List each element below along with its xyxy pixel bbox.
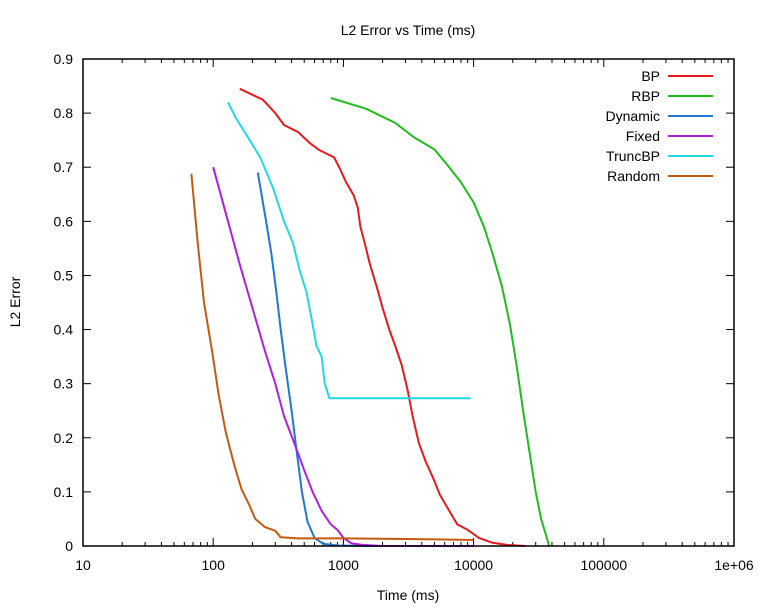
- legend-label: TruncBP: [606, 148, 660, 164]
- series-line-fixed: [212, 166, 474, 547]
- x-axis-label: Time (ms): [377, 587, 439, 603]
- y-tick-label: 0.3: [54, 376, 74, 392]
- series-line-rbp: [330, 97, 551, 547]
- x-tick-label: 10: [75, 557, 91, 573]
- y-tick-label: 0.2: [54, 430, 74, 446]
- legend-label: Random: [607, 168, 660, 184]
- y-tick-label: 0.5: [54, 267, 74, 283]
- legend: BP RBP Dynamic Fixed TruncBP Random: [606, 68, 713, 184]
- series-line-truncbp: [227, 101, 471, 400]
- y-axis-label: L2 Error: [7, 276, 23, 327]
- y-tick-label: 0.8: [54, 105, 74, 121]
- x-tick-label: 100000: [580, 557, 627, 573]
- y-tick-label: 0.4: [54, 322, 74, 338]
- legend-label: Dynamic: [606, 108, 660, 124]
- y-tick-label: 0.9: [54, 51, 74, 67]
- y-tick-label: 0.1: [54, 484, 74, 500]
- chart-title: L2 Error vs Time (ms): [341, 22, 476, 38]
- legend-label: BP: [641, 68, 660, 84]
- legend-label: RBP: [631, 88, 660, 104]
- x-tick-label: 10000: [454, 557, 493, 573]
- x-tick-label: 1e+06: [714, 557, 754, 573]
- y-tick-label: 0: [65, 538, 73, 554]
- plot-frame: [82, 58, 735, 547]
- series-line-dynamic: [256, 172, 474, 547]
- y-tick-label: 0.7: [54, 159, 74, 175]
- axes-group: 10 100 1000 10000 100000 1e+06 0 0.1 0.2 0.3 0.4 0.…: [54, 51, 754, 573]
- series-line-bp: [239, 87, 526, 547]
- y-tick-label: 0.6: [54, 213, 74, 229]
- x-tick-label: 100: [202, 557, 226, 573]
- x-tick-label: 1000: [328, 557, 359, 573]
- legend-label: Fixed: [626, 128, 660, 144]
- series-layer: [190, 87, 551, 547]
- series-line-random: [190, 173, 474, 541]
